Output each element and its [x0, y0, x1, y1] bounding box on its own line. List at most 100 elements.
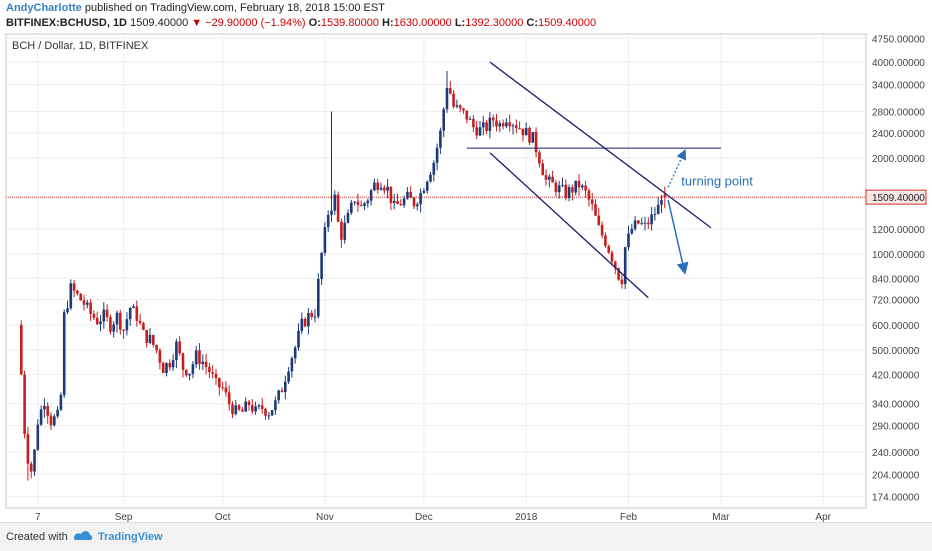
candle-body — [521, 128, 525, 136]
candle-body — [152, 334, 155, 345]
candle-body — [452, 93, 455, 107]
price-chart[interactable]: turning point 174.00000 204.00000 240.0000… — [0, 0, 932, 522]
candle-body — [594, 204, 597, 216]
candle-body — [551, 176, 554, 183]
candle-body — [577, 180, 581, 188]
candle-body — [218, 377, 221, 388]
candle-body — [620, 279, 624, 285]
down-arrow[interactable] — [667, 199, 689, 275]
y-tick-label: 240.00000 — [872, 448, 920, 459]
candle-body — [138, 320, 142, 324]
candle-body — [109, 317, 112, 332]
candle-body — [115, 312, 119, 325]
candle-body — [330, 210, 333, 215]
candle-body — [290, 358, 294, 372]
candle-body — [251, 405, 254, 412]
candle-body — [653, 214, 657, 216]
candle-body — [62, 312, 66, 396]
candle-body — [72, 283, 76, 291]
candle-body — [379, 187, 383, 190]
candle-body — [472, 118, 475, 128]
candle-body — [402, 198, 406, 206]
candle-body — [518, 128, 521, 130]
candle-body — [340, 221, 343, 240]
y-tick-label: 600.00000 — [872, 321, 920, 332]
candle-body — [112, 324, 115, 332]
candle-body — [534, 132, 538, 153]
y-tick-label: 840.00000 — [872, 274, 920, 285]
y-tick-label: 290.00000 — [872, 422, 920, 433]
candle-body — [284, 381, 287, 393]
candle-body — [185, 369, 188, 376]
y-tick-label: 2400.00000 — [872, 129, 925, 140]
last-price: 1509.40000 — [130, 17, 189, 29]
up-arrow-dotted[interactable] — [667, 149, 687, 188]
plot-area[interactable] — [5, 33, 867, 509]
time-axis[interactable]: 7 Sep Oct Nov Dec 2018 Feb Mar Apr — [35, 512, 832, 522]
candle-body — [264, 408, 267, 416]
candle-body — [211, 372, 214, 374]
candle-body — [663, 194, 667, 198]
candle-body — [95, 317, 99, 325]
candle-body — [660, 200, 663, 205]
candle-body — [389, 186, 393, 203]
candle-body — [142, 323, 145, 330]
candle-body — [587, 190, 591, 200]
candle-body — [643, 222, 647, 224]
x-tick-label: Mar — [712, 512, 730, 522]
candle-body — [597, 215, 601, 225]
tradingview-link[interactable]: TradingView — [98, 531, 163, 543]
candle-body — [617, 268, 620, 280]
price-axis[interactable]: 174.00000 204.00000 240.00000 290.00000 340.… — [865, 34, 927, 503]
candle-body — [482, 122, 485, 128]
y-tick-label: 204.00000 — [872, 470, 920, 481]
candle-body — [524, 127, 528, 136]
y-tick-label: 1200.00000 — [872, 225, 925, 236]
drawings: turning point — [466, 61, 753, 299]
last-price-tag — [865, 189, 927, 205]
wedge-lower-trendline[interactable] — [489, 152, 649, 299]
candle-body — [280, 390, 284, 393]
candle-body — [26, 434, 30, 464]
candle-body — [46, 405, 49, 416]
candle-body — [69, 283, 73, 309]
candle-body — [105, 309, 109, 318]
candle-body — [356, 201, 360, 205]
y-tick-label: 2800.00000 — [872, 108, 925, 119]
candle-body — [607, 245, 610, 253]
candle-body — [409, 191, 412, 198]
candle-body — [574, 180, 577, 193]
candle-body — [640, 223, 643, 225]
candle-body — [541, 163, 544, 176]
candle-body — [376, 182, 379, 190]
candle-body — [76, 290, 79, 294]
candle-body — [89, 302, 92, 314]
candle-body — [647, 222, 650, 225]
candle-body — [132, 306, 135, 308]
y-tick-label: 1000.00000 — [872, 250, 925, 261]
candle-body — [419, 192, 422, 205]
candle-body — [293, 347, 297, 359]
author-link[interactable]: AndyCharlotte — [6, 2, 82, 14]
candle-body — [148, 334, 152, 343]
candle-body — [614, 261, 617, 269]
candle-body — [336, 194, 340, 222]
footer: Created with TradingView — [0, 522, 932, 551]
last-price-tag-label: 1509.40000 — [872, 193, 925, 204]
candle-body — [237, 405, 241, 410]
candle-body — [581, 185, 584, 188]
candle-body — [531, 132, 535, 143]
candle-body — [449, 88, 452, 94]
candle-body — [501, 123, 505, 127]
candle-body — [79, 293, 82, 301]
candle-body — [297, 330, 300, 348]
candle-body — [208, 366, 211, 373]
candle-body — [201, 361, 205, 365]
candle-body — [412, 197, 416, 207]
candle-body — [53, 416, 56, 426]
candle-body — [56, 409, 59, 417]
candle-body — [168, 363, 172, 368]
candle-body — [171, 360, 175, 368]
wedge-upper-trendline[interactable] — [489, 61, 712, 229]
candle-body — [422, 190, 426, 193]
